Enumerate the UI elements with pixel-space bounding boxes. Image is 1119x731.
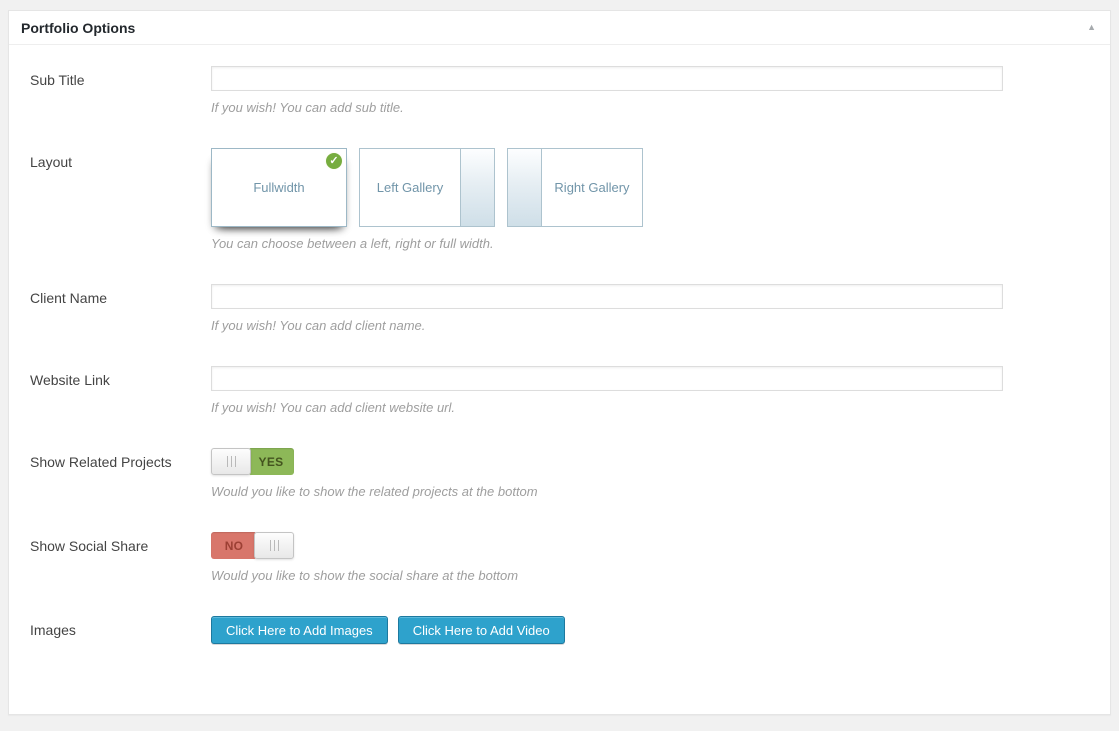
grip-icon <box>226 456 236 467</box>
toggle-on-label: YES <box>248 448 294 475</box>
website-link-label: Website Link <box>30 372 110 388</box>
toggle-off-label: NO <box>211 532 257 559</box>
images-buttons: Click Here to Add Images Click Here to A… <box>211 616 1003 644</box>
images-label: Images <box>30 622 76 638</box>
layout-option-label: Right Gallery <box>554 179 630 195</box>
layout-hint: You can choose between a left, right or … <box>211 236 494 251</box>
check-icon: ✓ <box>325 152 343 170</box>
collapse-arrow-icon[interactable]: ▲ <box>1085 19 1098 36</box>
client-name-row: Client Name If you wish! You can add cli… <box>30 284 1003 333</box>
social-share-toggle[interactable]: NO <box>211 532 294 559</box>
metabox-header[interactable]: Portfolio Options ▲ <box>9 11 1110 45</box>
website-link-input[interactable] <box>211 366 1003 391</box>
layout-option-left-gallery[interactable]: Left Gallery <box>359 148 495 227</box>
related-projects-row: Show Related Projects YES Would you like… <box>30 448 1003 499</box>
related-projects-hint: Would you like to show the related proje… <box>211 484 538 499</box>
grip-icon <box>269 540 279 551</box>
add-video-button[interactable]: Click Here to Add Video <box>397 616 565 644</box>
website-link-row: Website Link If you wish! You can add cl… <box>30 366 1003 415</box>
layout-label: Layout <box>30 154 73 170</box>
website-link-hint: If you wish! You can add client website … <box>211 400 456 415</box>
metabox-body: Sub Title If you wish! You can add sub t… <box>9 45 1110 694</box>
related-projects-toggle[interactable]: YES <box>211 448 294 475</box>
sub-title-hint: If you wish! You can add sub title. <box>211 100 404 115</box>
sub-title-label: Sub Title <box>30 72 85 88</box>
social-share-row: Show Social Share NO Would you like to s… <box>30 532 1003 583</box>
layout-option-label: Fullwidth <box>253 179 305 195</box>
add-images-button[interactable]: Click Here to Add Images <box>211 616 388 644</box>
layout-option-label: Left Gallery <box>376 179 444 195</box>
toggle-knob <box>211 448 251 475</box>
client-name-input[interactable] <box>211 284 1003 309</box>
related-projects-label: Show Related Projects <box>30 454 172 470</box>
sub-title-row: Sub Title If you wish! You can add sub t… <box>30 66 1003 115</box>
portfolio-options-metabox: Portfolio Options ▲ Sub Title If you wis… <box>8 10 1111 715</box>
layout-option-fullwidth[interactable]: ✓ Fullwidth <box>211 148 347 227</box>
gallery-strip-icon <box>508 149 542 226</box>
metabox-title: Portfolio Options <box>21 19 136 36</box>
images-row: Images Click Here to Add Images Click He… <box>30 616 1003 644</box>
social-share-hint: Would you like to show the social share … <box>211 568 519 583</box>
layout-row: Layout ✓ Fullwidth Left Gallery <box>30 148 1003 251</box>
client-name-label: Client Name <box>30 290 108 306</box>
layout-options: ✓ Fullwidth Left Gallery Right Gallery <box>211 148 1003 227</box>
sub-title-input[interactable] <box>211 66 1003 91</box>
layout-option-right-gallery[interactable]: Right Gallery <box>507 148 643 227</box>
social-share-label: Show Social Share <box>30 538 149 554</box>
toggle-knob <box>254 532 294 559</box>
gallery-strip-icon <box>460 149 494 226</box>
client-name-hint: If you wish! You can add client name. <box>211 318 426 333</box>
